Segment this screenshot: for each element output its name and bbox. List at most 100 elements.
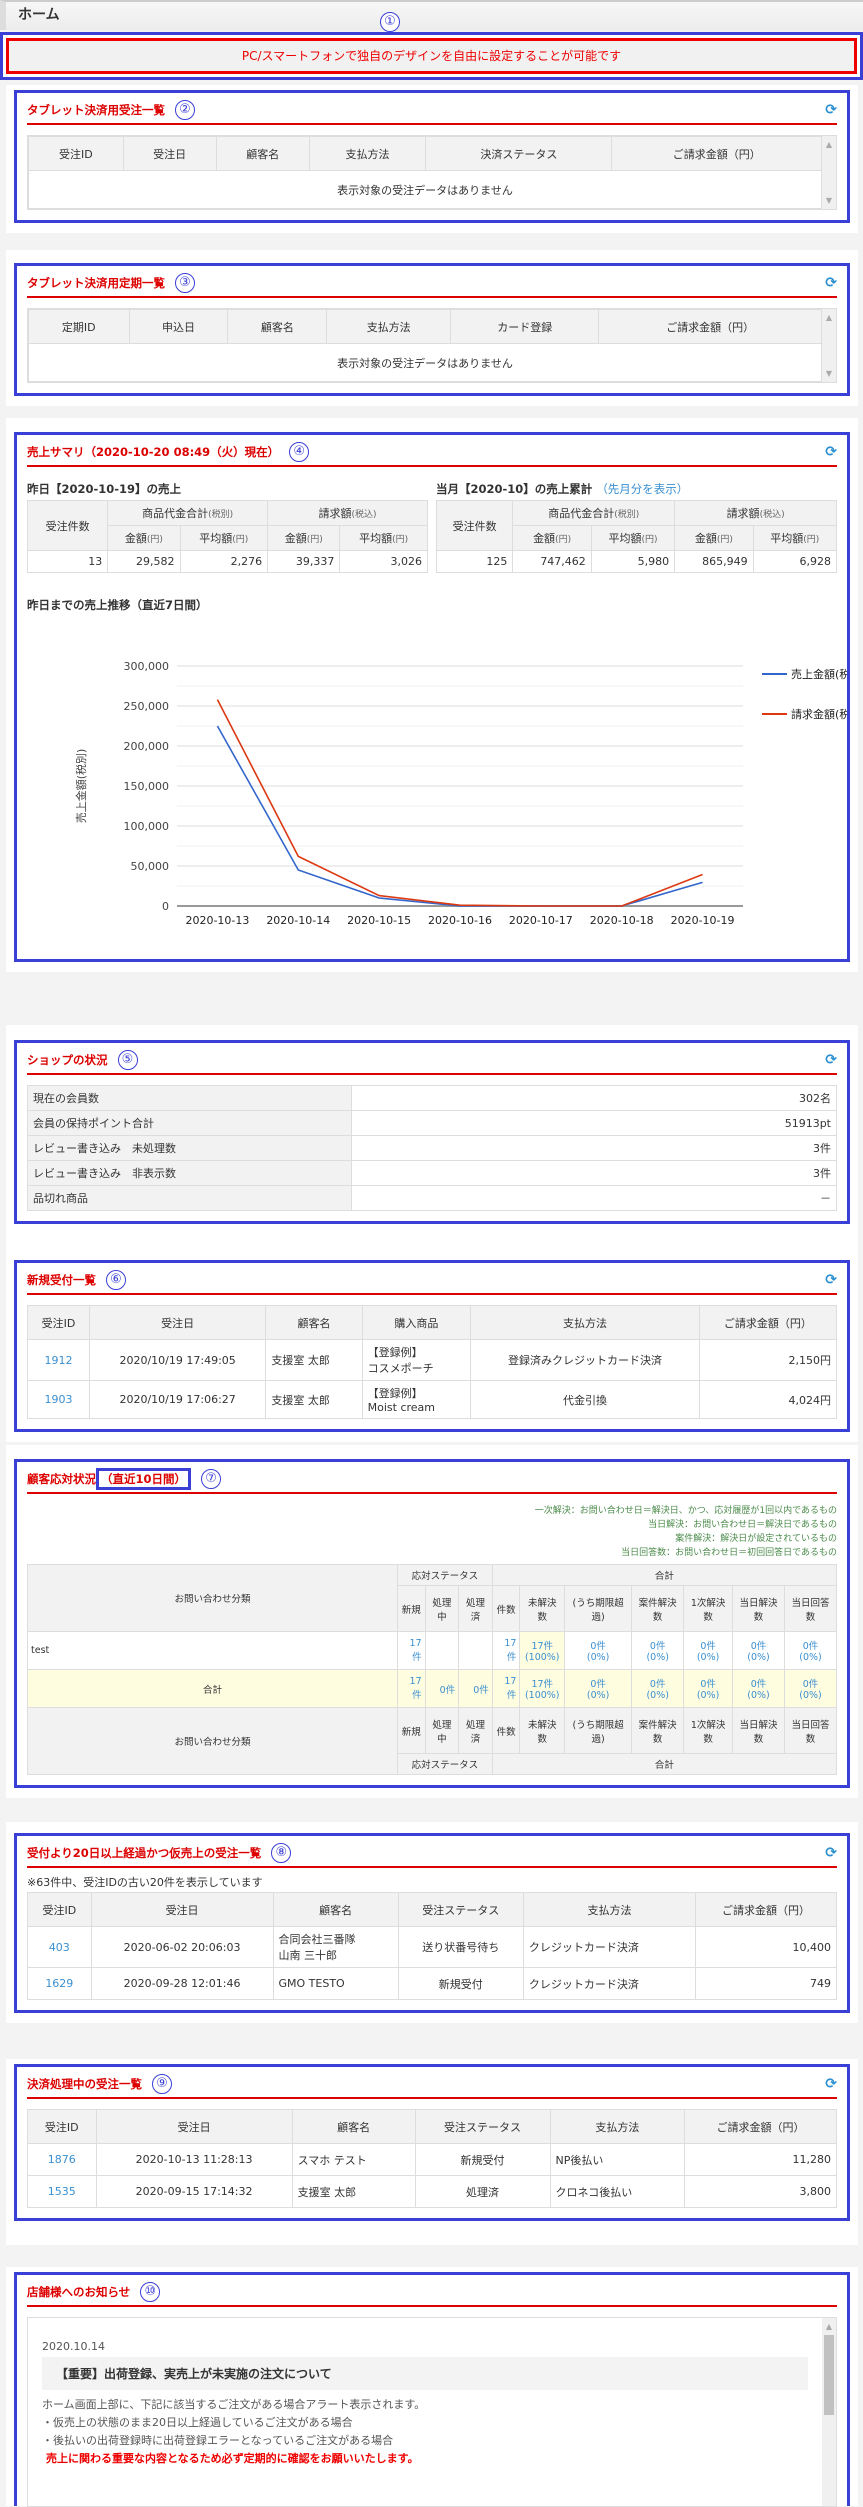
legend-label: 請求金額(税込) (791, 707, 847, 721)
trend-title: 昨日までの売上推移（直近7日間） (27, 598, 208, 612)
column-header: 受注日 (95, 2109, 293, 2144)
annotation-4: ④ (289, 441, 310, 462)
scrollbar[interactable]: ▲ ▼ (822, 309, 836, 382)
new-orders-table: 受注ID 受注日 顧客名 購入商品 支払方法 ご請求金額（円） 1912 2020/10/19… (27, 1305, 838, 1419)
count-cell[interactable]: 17件 (100%) (519, 1631, 566, 1670)
series-line-1 (216, 725, 703, 907)
unit-note: (円) (716, 535, 733, 545)
column-header: 当日解決数 (732, 1707, 785, 1754)
header-sub: 金額(円) (512, 525, 592, 551)
column-header: 受注ID (28, 136, 124, 171)
row-value: － (350, 1185, 838, 1211)
x-tick-label: 2020-10-14 (266, 914, 330, 927)
count-cell[interactable]: 0件 (0%) (783, 1669, 838, 1708)
refresh-icon[interactable]: ⟳ (825, 1051, 837, 1068)
header-row: 受注ID 受注日 顧客名 購入商品 支払方法 ご請求金額（円） (27, 1305, 838, 1340)
count-cell[interactable]: 0件 (0%) (683, 1669, 734, 1708)
notice-line: ホーム画面上部に、下記に該当するご注文がある場合アラート表示されます。 (42, 2398, 426, 2411)
order-id-link[interactable]: 1903 (27, 1380, 90, 1419)
count-cell[interactable]: 0件 (0%) (631, 1631, 685, 1670)
value-cell: 747,462 (512, 550, 592, 573)
refresh-icon[interactable]: ⟳ (825, 443, 837, 460)
column-header: 受注ID (27, 2109, 97, 2144)
definition-note: 一次解決：お問い合わせ日＝解決日、かつ、応対履歴が1回以内であるもの (534, 1506, 837, 1516)
table-row: test 17件 17件 17件 (100%) 0件 (0%) 0件 (0%) 0件 (0%… (27, 1631, 838, 1670)
show-last-month-link[interactable]: （先月分を表示） (596, 482, 689, 496)
status-header: 応対ステータス (397, 1753, 493, 1775)
refresh-icon[interactable]: ⟳ (825, 1271, 837, 1288)
header-sub: 金額(円) (674, 525, 754, 551)
column-header: ご請求金額（円） (695, 1892, 837, 1927)
header-group: 商品代金合計(税別) (512, 500, 676, 526)
section-title: タブレット決済用受注一覧 (27, 102, 165, 117)
y-tick-label: 250,000 (124, 700, 170, 713)
refresh-icon[interactable]: ⟳ (825, 2075, 837, 2092)
count-cell[interactable]: 0件 (0%) (783, 1631, 838, 1670)
header-sub: 平均額(円) (179, 525, 269, 551)
column-header: 購入商品 (361, 1305, 472, 1340)
header-sub: 平均額(円) (590, 525, 676, 551)
count-cell[interactable]: 0件 (458, 1669, 493, 1708)
refresh-icon[interactable]: ⟳ (825, 274, 837, 291)
order-id-link[interactable]: 1876 (27, 2143, 97, 2176)
count-cell[interactable]: 0件 (0%) (732, 1669, 785, 1708)
count-cell[interactable]: 0件 (0%) (683, 1631, 734, 1670)
y-tick-label: 150,000 (124, 780, 170, 793)
value-cell: 125 (435, 550, 514, 573)
column-header: 当日回答数 (783, 1707, 838, 1754)
table-cell: 4,024円 (698, 1380, 838, 1419)
header-label: 平均額 (770, 532, 804, 545)
row-value: 3件 (350, 1160, 838, 1186)
y-tick-label: 200,000 (124, 740, 170, 753)
value-cell: 13 (26, 550, 109, 573)
table-row: 125 747,462 5,980 865,949 6,928 (435, 550, 838, 573)
header-group: 請求額(税込) (674, 500, 837, 526)
count-cell[interactable]: 0件 (0%) (732, 1631, 785, 1670)
count-cell[interactable]: 0件 (0%) (564, 1669, 633, 1708)
column-header: 未解決数 (519, 1585, 566, 1632)
tablet-orders-section: タブレット決済用受注一覧 ② ⟳ 受注ID 受注日 顧客名 支払方法 決済ステータス ご請求金… (14, 90, 850, 223)
section-title: 売上サマリ（2020-10-20 08:49（火）現在） (27, 444, 280, 459)
count-cell[interactable]: 17件 (491, 1631, 521, 1670)
unit-note: (円) (232, 535, 249, 545)
count-cell[interactable]: 17件 (397, 1669, 426, 1708)
column-header: 受注日 (90, 1892, 274, 1927)
count-cell[interactable]: 17件 (397, 1631, 426, 1670)
count-cell[interactable]: 17件 (491, 1669, 521, 1708)
order-id-link[interactable]: 1912 (27, 1339, 90, 1381)
header-sub: 平均額(円) (339, 525, 428, 551)
header-row: 定期ID 申込日 顧客名 支払方法 カード登録 ご請求金額（円） (28, 309, 822, 344)
x-tick-label: 2020-10-17 (509, 914, 573, 927)
row-label: レビュー書き込み 未処理数 (27, 1135, 352, 1161)
count-cell[interactable]: 0件 (0%) (564, 1631, 633, 1670)
refresh-icon[interactable]: ⟳ (825, 1844, 837, 1861)
table-cell: クロネコ後払い (549, 2175, 686, 2208)
order-id-link[interactable]: 1535 (27, 2175, 97, 2208)
order-id-link[interactable]: 1629 (27, 1967, 92, 2000)
count-cell[interactable]: 0件 (424, 1669, 460, 1708)
refresh-icon[interactable]: ⟳ (825, 101, 837, 118)
count-cell[interactable]: 17件 (100%) (519, 1669, 566, 1708)
column-header: ご請求金額（円） (611, 136, 822, 171)
row-label: test (27, 1631, 398, 1670)
table-cell: 支援室 太郎 (291, 2175, 416, 2208)
count-cell[interactable]: 0件 (0%) (631, 1669, 685, 1708)
header-row: 受注ID 受注日 顧客名 受注ステータス 支払方法 ご請求金額（円） (27, 1892, 837, 1927)
annotation-7: ⑦ (201, 1468, 222, 1489)
old-orders-table: 受注ID 受注日 顧客名 受注ステータス 支払方法 ご請求金額（円） 403 2020-06-… (27, 1892, 837, 2000)
unit-note: (円) (306, 535, 323, 545)
column-header: 案件解決数 (631, 1585, 685, 1632)
notice-date: 2020.10.14 (42, 2340, 105, 2353)
notice-line: ・仮売上の状態のまま20日以上経過しているご注文がある場合 (42, 2416, 353, 2429)
table-row: 合計 17件 0件 0件 17件 17件 (100%) 0件 (0%) 0件 (0%) 0件 (… (27, 1669, 838, 1708)
tablet-subscriptions-section: タブレット決済用定期一覧 ③ ⟳ 定期ID 申込日 顧客名 支払方法 カード登録 ご請求金額（… (14, 263, 850, 396)
scrollbar[interactable]: ▲ ▼ (822, 136, 836, 209)
custom-banner-section: PC/スマートフォンで独自のデザインを自由に設定することが可能です (0, 32, 863, 80)
y-tick-label: 0 (162, 900, 169, 913)
section-title: タブレット決済用定期一覧 (27, 275, 165, 290)
order-id-link[interactable]: 403 (27, 1926, 92, 1968)
definition-note: 当日解決：お問い合わせ日＝解決日であるもの (648, 1520, 837, 1530)
scrollbar[interactable]: ▲ (822, 2318, 836, 2506)
definitions-notes: 一次解決：お問い合わせ日＝解決日、かつ、応対履歴が1回以内であるもの当日解決：お… (27, 1504, 837, 1560)
header-label: 平均額 (608, 532, 642, 545)
